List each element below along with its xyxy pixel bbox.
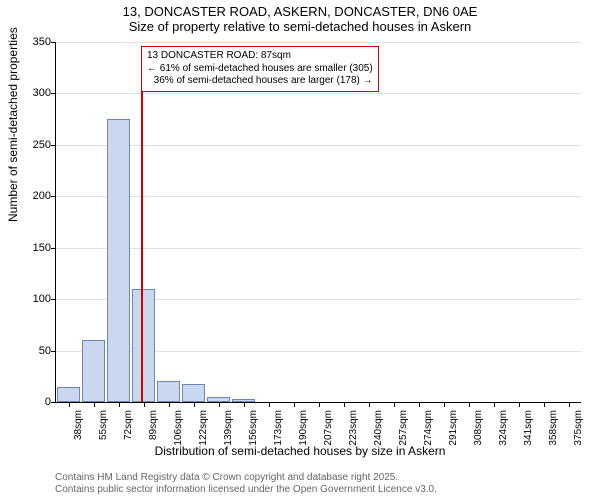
gridline (56, 42, 581, 43)
bar (232, 399, 255, 402)
xtick-label: 122sqm (198, 410, 209, 446)
x-axis-label: Distribution of semi-detached houses by … (0, 444, 600, 458)
xtick-mark (294, 402, 295, 407)
xtick-mark (519, 402, 520, 407)
xtick-label: 207sqm (323, 410, 334, 446)
xtick-label: 358sqm (548, 410, 559, 446)
ytick-mark (51, 42, 56, 43)
bar (107, 119, 130, 402)
ytick-mark (51, 351, 56, 352)
ytick-label: 300 (11, 87, 51, 99)
ytick-label: 50 (11, 345, 51, 357)
footer-line-1: Contains HM Land Registry data © Crown c… (55, 472, 437, 484)
bar (82, 340, 105, 402)
ytick-label: 0 (11, 396, 51, 408)
subject-marker-line (141, 73, 143, 402)
ytick-mark (51, 196, 56, 197)
bar (132, 289, 155, 402)
ytick-mark (51, 93, 56, 94)
xtick-label: 139sqm (223, 410, 234, 446)
xtick-label: 375sqm (573, 410, 584, 446)
xtick-label: 38sqm (73, 410, 84, 440)
title-line-1: 13, DONCASTER ROAD, ASKERN, DONCASTER, D… (0, 4, 600, 19)
xtick-mark (344, 402, 345, 407)
xtick-mark (469, 402, 470, 407)
ytick-label: 150 (11, 242, 51, 254)
xtick-mark (94, 402, 95, 407)
xtick-mark (394, 402, 395, 407)
ytick-mark (51, 299, 56, 300)
xtick-label: 173sqm (273, 410, 284, 446)
xtick-label: 274sqm (423, 410, 434, 446)
xtick-label: 324sqm (498, 410, 509, 446)
chart-area: 05010015020025030035038sqm55sqm72sqm89sq… (55, 42, 580, 402)
xtick-mark (119, 402, 120, 407)
xtick-mark (369, 402, 370, 407)
xtick-mark (419, 402, 420, 407)
ytick-label: 100 (11, 293, 51, 305)
xtick-mark (319, 402, 320, 407)
xtick-label: 240sqm (373, 410, 384, 446)
bar (207, 397, 230, 402)
xtick-mark (194, 402, 195, 407)
title-line-2: Size of property relative to semi-detach… (0, 19, 600, 34)
xtick-mark (544, 402, 545, 407)
xtick-mark (569, 402, 570, 407)
xtick-mark (219, 402, 220, 407)
bar (182, 384, 205, 403)
xtick-label: 55sqm (98, 410, 109, 440)
footer-line-2: Contains public sector information licen… (55, 484, 437, 496)
xtick-label: 190sqm (298, 410, 309, 446)
xtick-label: 291sqm (448, 410, 459, 446)
gridline (56, 93, 581, 94)
bar (157, 381, 180, 402)
callout-line-2: ← 61% of semi-detached houses are smalle… (147, 63, 373, 76)
gridline (56, 248, 581, 249)
ytick-mark (51, 402, 56, 403)
gridline (56, 196, 581, 197)
xtick-label: 156sqm (248, 410, 259, 446)
xtick-label: 72sqm (123, 410, 134, 440)
xtick-mark (444, 402, 445, 407)
callout-line-3: 36% of semi-detached houses are larger (… (147, 75, 373, 88)
figure-container: 13, DONCASTER ROAD, ASKERN, DONCASTER, D… (0, 0, 600, 500)
bar (57, 387, 80, 402)
xtick-mark (269, 402, 270, 407)
gridline (56, 145, 581, 146)
xtick-label: 257sqm (398, 410, 409, 446)
callout-box: 13 DONCASTER ROAD: 87sqm← 61% of semi-de… (141, 46, 379, 92)
xtick-mark (69, 402, 70, 407)
xtick-label: 308sqm (473, 410, 484, 446)
ytick-label: 350 (11, 36, 51, 48)
footer-attribution: Contains HM Land Registry data © Crown c… (55, 472, 437, 496)
xtick-label: 89sqm (148, 410, 159, 440)
xtick-mark (244, 402, 245, 407)
plot-region: 05010015020025030035038sqm55sqm72sqm89sq… (55, 42, 581, 403)
xtick-label: 106sqm (173, 410, 184, 446)
xtick-mark (169, 402, 170, 407)
ytick-label: 250 (11, 139, 51, 151)
ytick-mark (51, 145, 56, 146)
xtick-mark (144, 402, 145, 407)
xtick-mark (494, 402, 495, 407)
callout-line-1: 13 DONCASTER ROAD: 87sqm (147, 50, 373, 63)
title-block: 13, DONCASTER ROAD, ASKERN, DONCASTER, D… (0, 0, 600, 34)
ytick-mark (51, 248, 56, 249)
ytick-label: 200 (11, 190, 51, 202)
xtick-label: 223sqm (348, 410, 359, 446)
xtick-label: 341sqm (523, 410, 534, 446)
